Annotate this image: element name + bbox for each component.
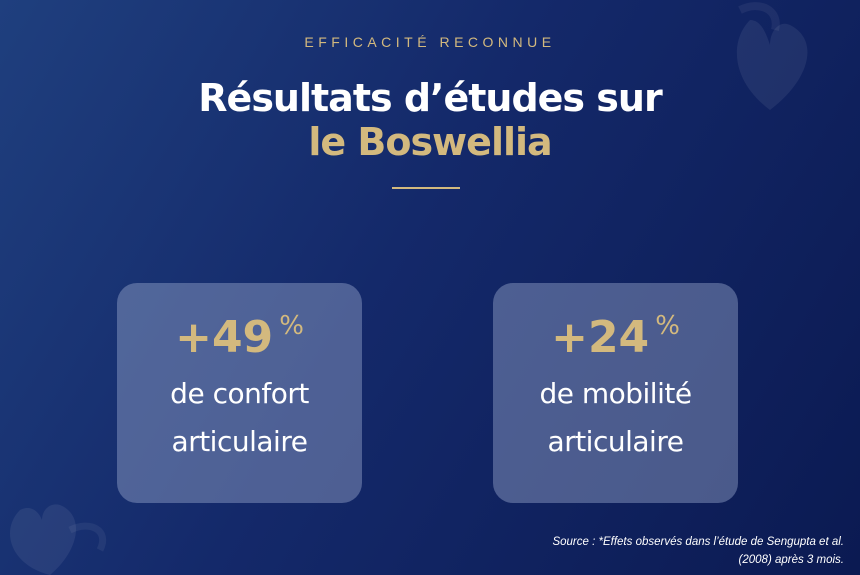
stat-label: articulaire — [171, 425, 308, 458]
stat-label: articulaire — [547, 425, 684, 458]
title-highlight: le Boswellia — [308, 120, 552, 164]
stat-label: de confort — [170, 377, 309, 410]
decoration — [736, 2, 808, 110]
source-note: Source : *Effets observés dans l’étude d… — [552, 536, 844, 548]
stat-value: +49 — [175, 312, 274, 363]
divider — [392, 187, 460, 189]
stat-card: +24% de mobilité articulaire — [493, 283, 738, 503]
stat-card: +49% de confort articulaire — [117, 283, 362, 503]
eyebrow: EFFICACITÉ RECONNUE — [304, 34, 556, 50]
stat-label: de mobilité — [539, 377, 692, 410]
title: Résultats d’études sur — [198, 76, 662, 120]
stat-unit: % — [279, 311, 304, 341]
stat-value: +24 — [551, 312, 650, 363]
source-note: (2008) après 3 mois. — [738, 554, 844, 566]
decoration — [10, 504, 107, 575]
stat-number: +24% — [493, 311, 738, 363]
stat-number: +49% — [117, 311, 362, 363]
stat-unit: % — [655, 311, 680, 341]
